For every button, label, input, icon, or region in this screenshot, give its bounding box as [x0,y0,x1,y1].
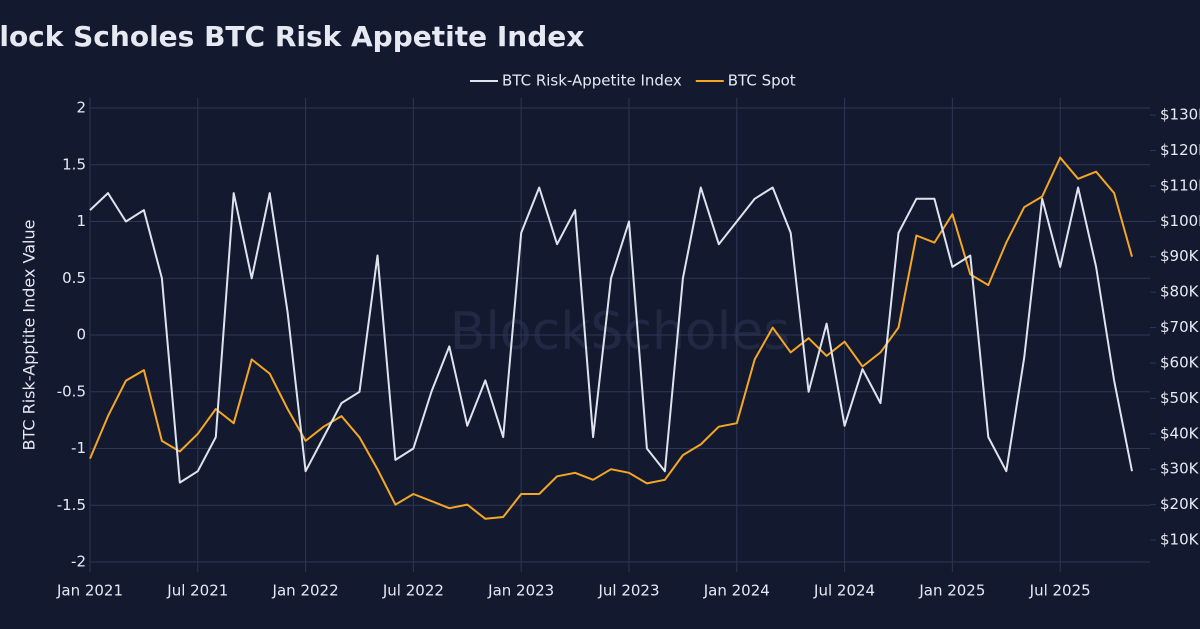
y2-tick-label: $20K [1160,495,1200,513]
y-tick-label: -0.5 [57,382,86,400]
y2-tick-label: $80K [1160,283,1200,301]
legend-label: BTC Risk-Appetite Index [502,72,682,90]
y-tick-label: -1 [71,439,86,457]
y-tick-label: 1.5 [62,155,86,173]
x-tick-label: Jan 2022 [272,582,339,600]
y2-tick-label: $30K [1160,460,1200,478]
y-tick-label: 0 [76,326,86,344]
y2-tick-label: $10K [1160,531,1200,549]
x-tick-label: Jul 2022 [382,582,444,600]
watermark: BlockScholes [450,302,791,362]
y2-tick-label: $50K [1160,389,1200,407]
grid: -2 -1.5 -1 -0.5 0 0.5 1 1.5 2 $10K $20K $30K $40K $50… [56,98,1200,600]
lines [89,156,1133,520]
legend: BTC Risk-Appetite Index BTC Spot [470,72,796,90]
y-axis-title: BTC Risk-Apptite Index Value [20,220,39,451]
x-tick-label: Jul 2024 [813,582,875,600]
y2-tick-label: $130K [1160,106,1200,124]
x-tick-label: Jul 2025 [1029,582,1091,600]
x-tick-label: Jan 2023 [487,582,554,600]
y2-tick-label: $100K [1160,212,1200,230]
y2-tick-label: $110K [1160,176,1200,194]
y-tick-label: -2 [71,553,86,571]
legend-label: BTC Spot [728,72,796,90]
series-line [89,186,1133,484]
y-tick-label: 2 [76,99,86,117]
x-tick-label: Jan 2024 [703,582,770,600]
y2-tick-label: $90K [1160,247,1200,265]
y2-tick-label: $40K [1160,424,1200,442]
x-tick-label: Jan 2025 [918,582,985,600]
y-tick-label: -1.5 [57,496,86,514]
y2-tick-label: $60K [1160,353,1200,371]
y-tick-label: 0.5 [62,269,86,287]
series-line [89,156,1133,520]
x-tick-label: Jul 2021 [166,582,228,600]
x-tick-label: Jul 2023 [597,582,659,600]
y2-tick-label: $70K [1160,318,1200,336]
y-tick-label: 1 [76,212,86,230]
x-tick-label: Jan 2021 [56,582,123,600]
y2-tick-label: $120K [1160,141,1200,159]
chart-title: Block Scholes BTC Risk Appetite Index [0,20,584,53]
